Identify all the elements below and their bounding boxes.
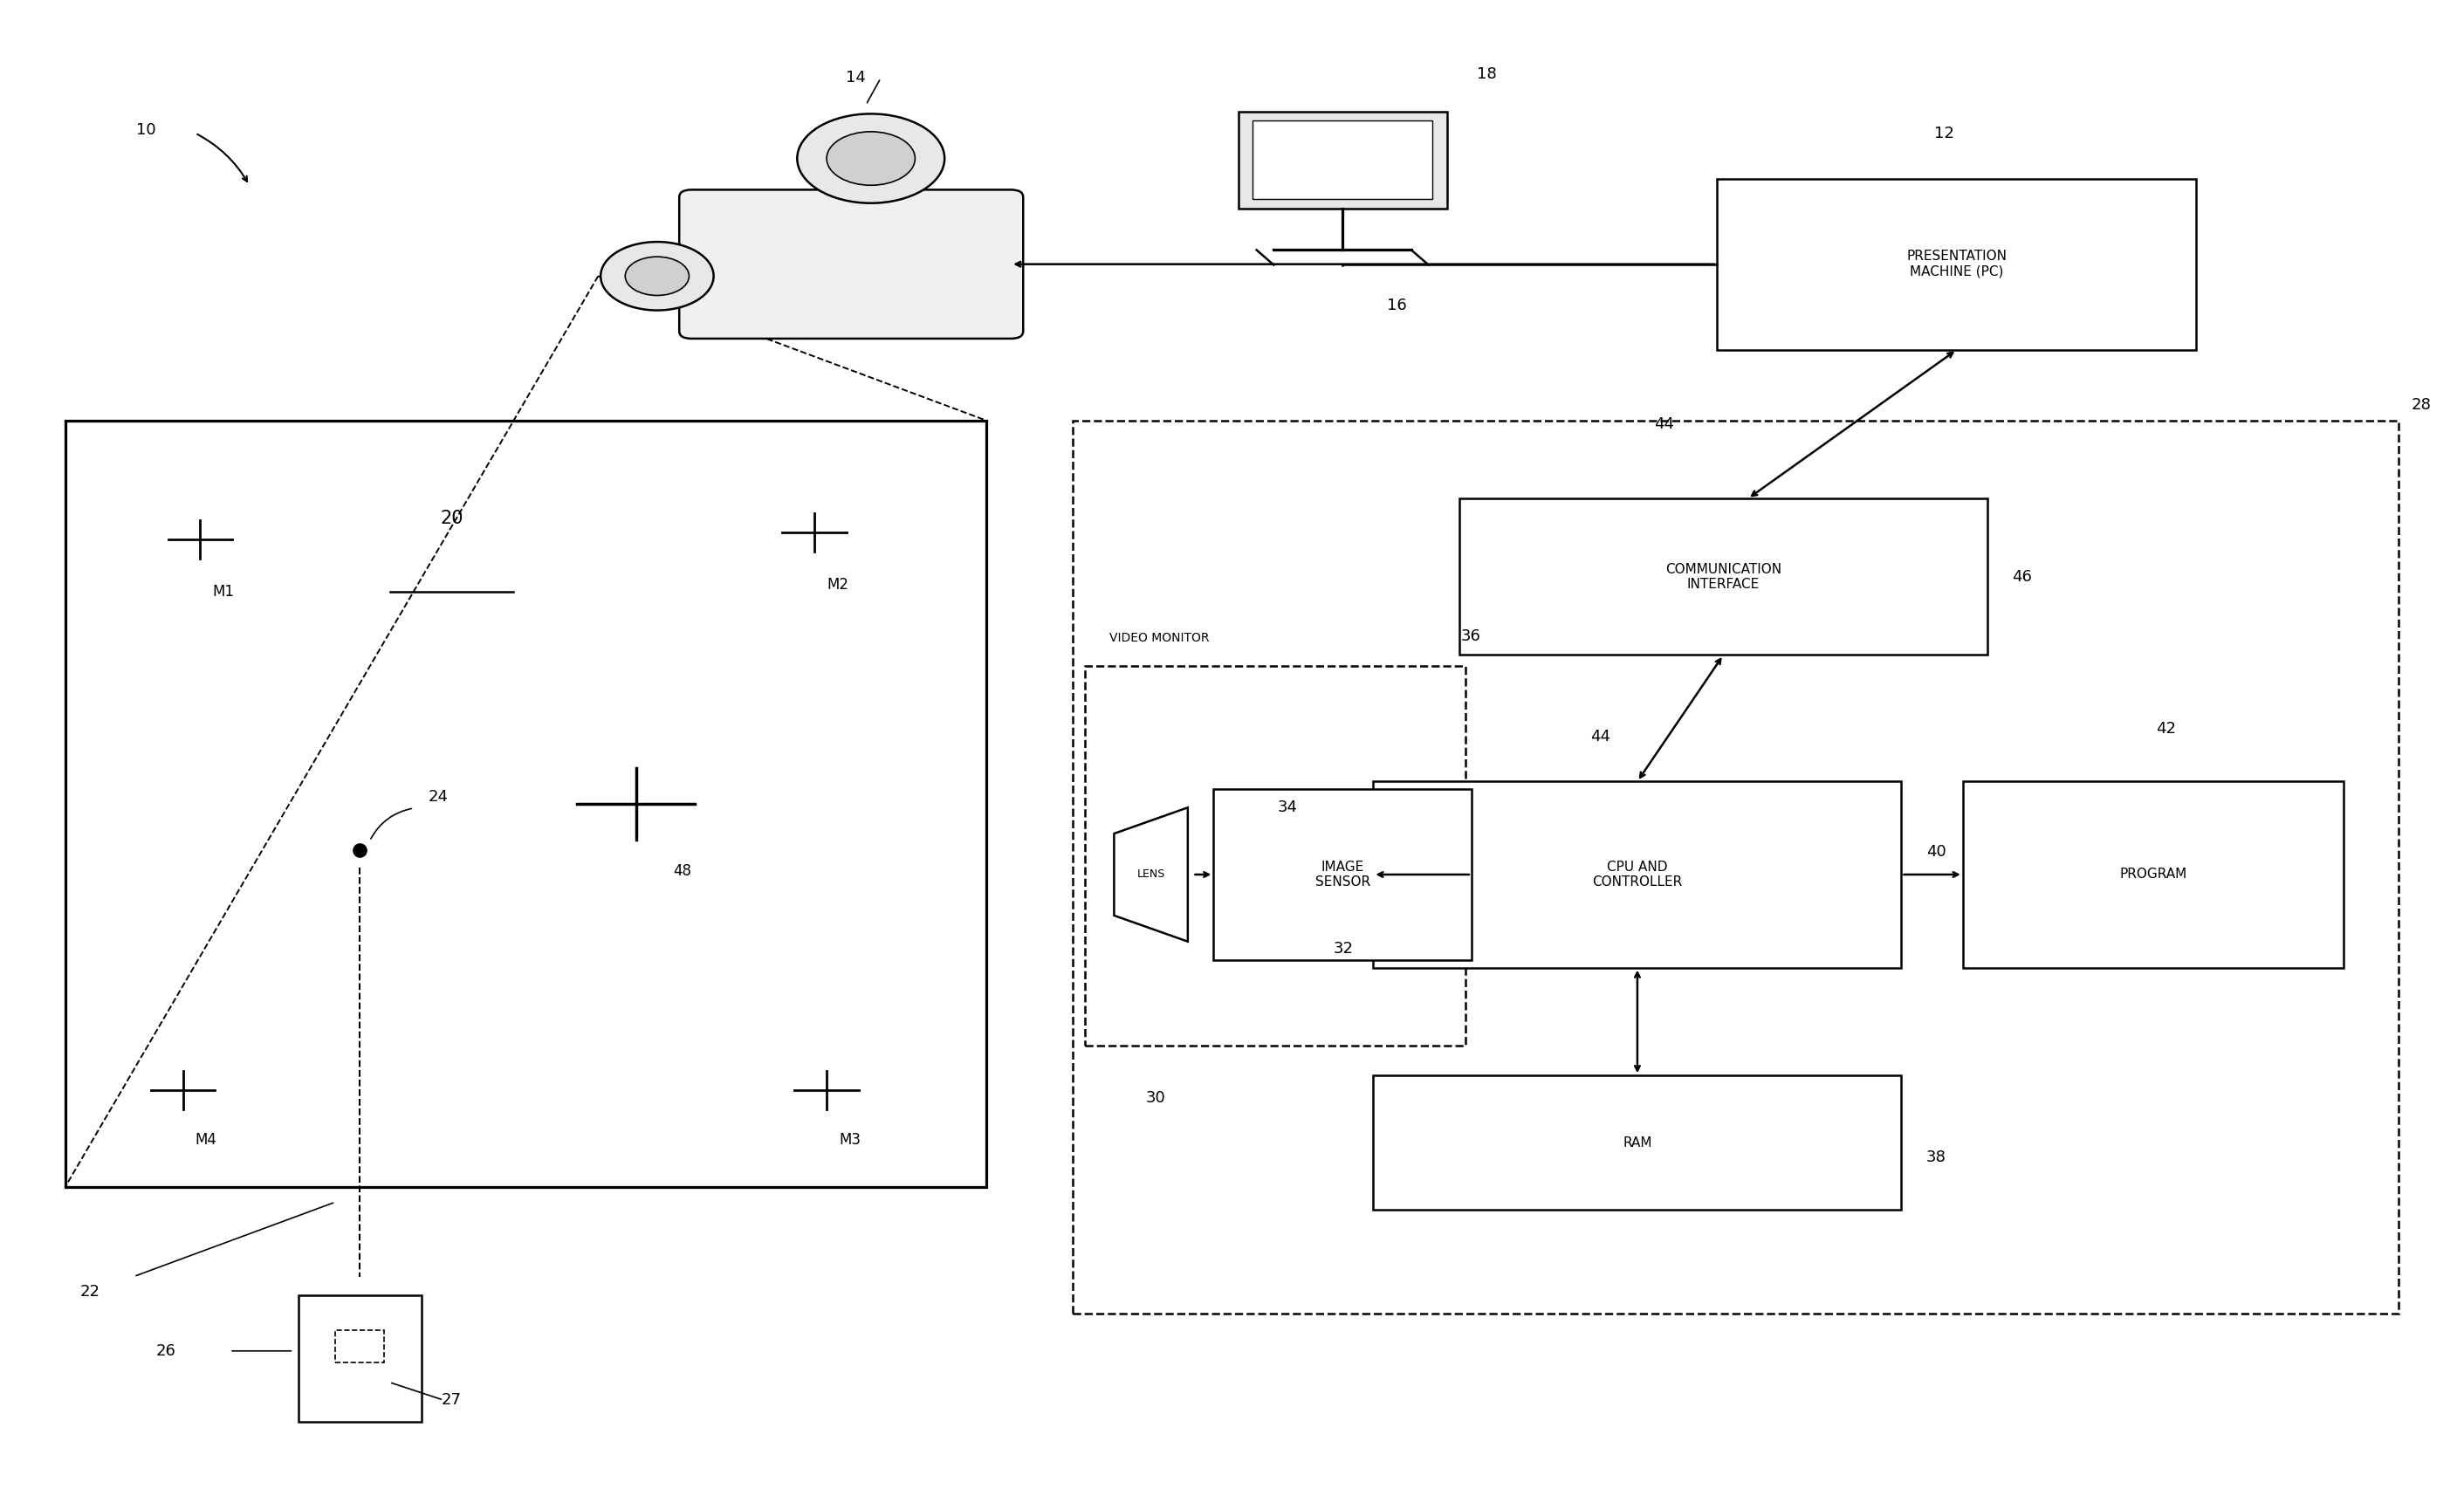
Text: 20: 20: [441, 510, 463, 527]
Text: IMAGE
SENSOR: IMAGE SENSOR: [1316, 860, 1370, 889]
FancyBboxPatch shape: [1252, 121, 1432, 199]
Text: 32: 32: [1333, 941, 1353, 957]
Text: LENS: LENS: [1136, 869, 1165, 880]
Text: 27: 27: [441, 1393, 461, 1408]
Text: 46: 46: [2013, 568, 2033, 585]
Text: 34: 34: [1276, 800, 1299, 815]
Circle shape: [798, 114, 944, 203]
Text: M1: M1: [212, 585, 234, 600]
Text: M2: M2: [825, 577, 848, 592]
Text: 24: 24: [429, 790, 448, 805]
Text: 44: 44: [1653, 416, 1673, 432]
Text: 30: 30: [1146, 1091, 1165, 1106]
Text: COMMUNICATION
INTERFACE: COMMUNICATION INTERFACE: [1666, 562, 1781, 591]
Text: PROGRAM: PROGRAM: [2119, 868, 2188, 881]
Text: 26: 26: [155, 1343, 175, 1358]
Text: RAM: RAM: [1624, 1135, 1651, 1149]
FancyBboxPatch shape: [335, 1330, 384, 1363]
Text: 22: 22: [79, 1284, 99, 1300]
Text: VIDEO MONITOR: VIDEO MONITOR: [1109, 631, 1210, 643]
Circle shape: [626, 257, 690, 295]
Text: M4: M4: [195, 1132, 217, 1147]
Text: 44: 44: [1589, 729, 1611, 745]
FancyBboxPatch shape: [1237, 112, 1446, 208]
FancyBboxPatch shape: [680, 190, 1023, 338]
Text: 10: 10: [136, 123, 155, 138]
Polygon shape: [1114, 808, 1188, 941]
FancyBboxPatch shape: [1459, 498, 1988, 655]
Text: PRESENTATION
MACHINE (PC): PRESENTATION MACHINE (PC): [1907, 250, 2006, 278]
Text: 18: 18: [1476, 66, 1496, 82]
Text: M3: M3: [838, 1132, 860, 1147]
FancyBboxPatch shape: [298, 1296, 421, 1421]
FancyBboxPatch shape: [1372, 781, 1902, 968]
Text: 48: 48: [673, 863, 692, 880]
Text: CPU AND
CONTROLLER: CPU AND CONTROLLER: [1592, 860, 1683, 889]
FancyBboxPatch shape: [1964, 781, 2343, 968]
Circle shape: [601, 242, 715, 310]
FancyBboxPatch shape: [1215, 788, 1471, 960]
FancyBboxPatch shape: [1372, 1076, 1902, 1209]
Text: 14: 14: [845, 70, 867, 85]
Text: 42: 42: [2156, 721, 2176, 738]
Circle shape: [825, 132, 914, 186]
Text: 12: 12: [1934, 126, 1954, 141]
Text: 28: 28: [2412, 398, 2432, 413]
Text: 16: 16: [1387, 298, 1407, 313]
FancyBboxPatch shape: [1717, 178, 2195, 350]
FancyBboxPatch shape: [64, 420, 986, 1188]
Text: 36: 36: [1461, 628, 1481, 643]
Text: 40: 40: [1927, 844, 1947, 860]
Text: 38: 38: [1927, 1149, 1947, 1165]
